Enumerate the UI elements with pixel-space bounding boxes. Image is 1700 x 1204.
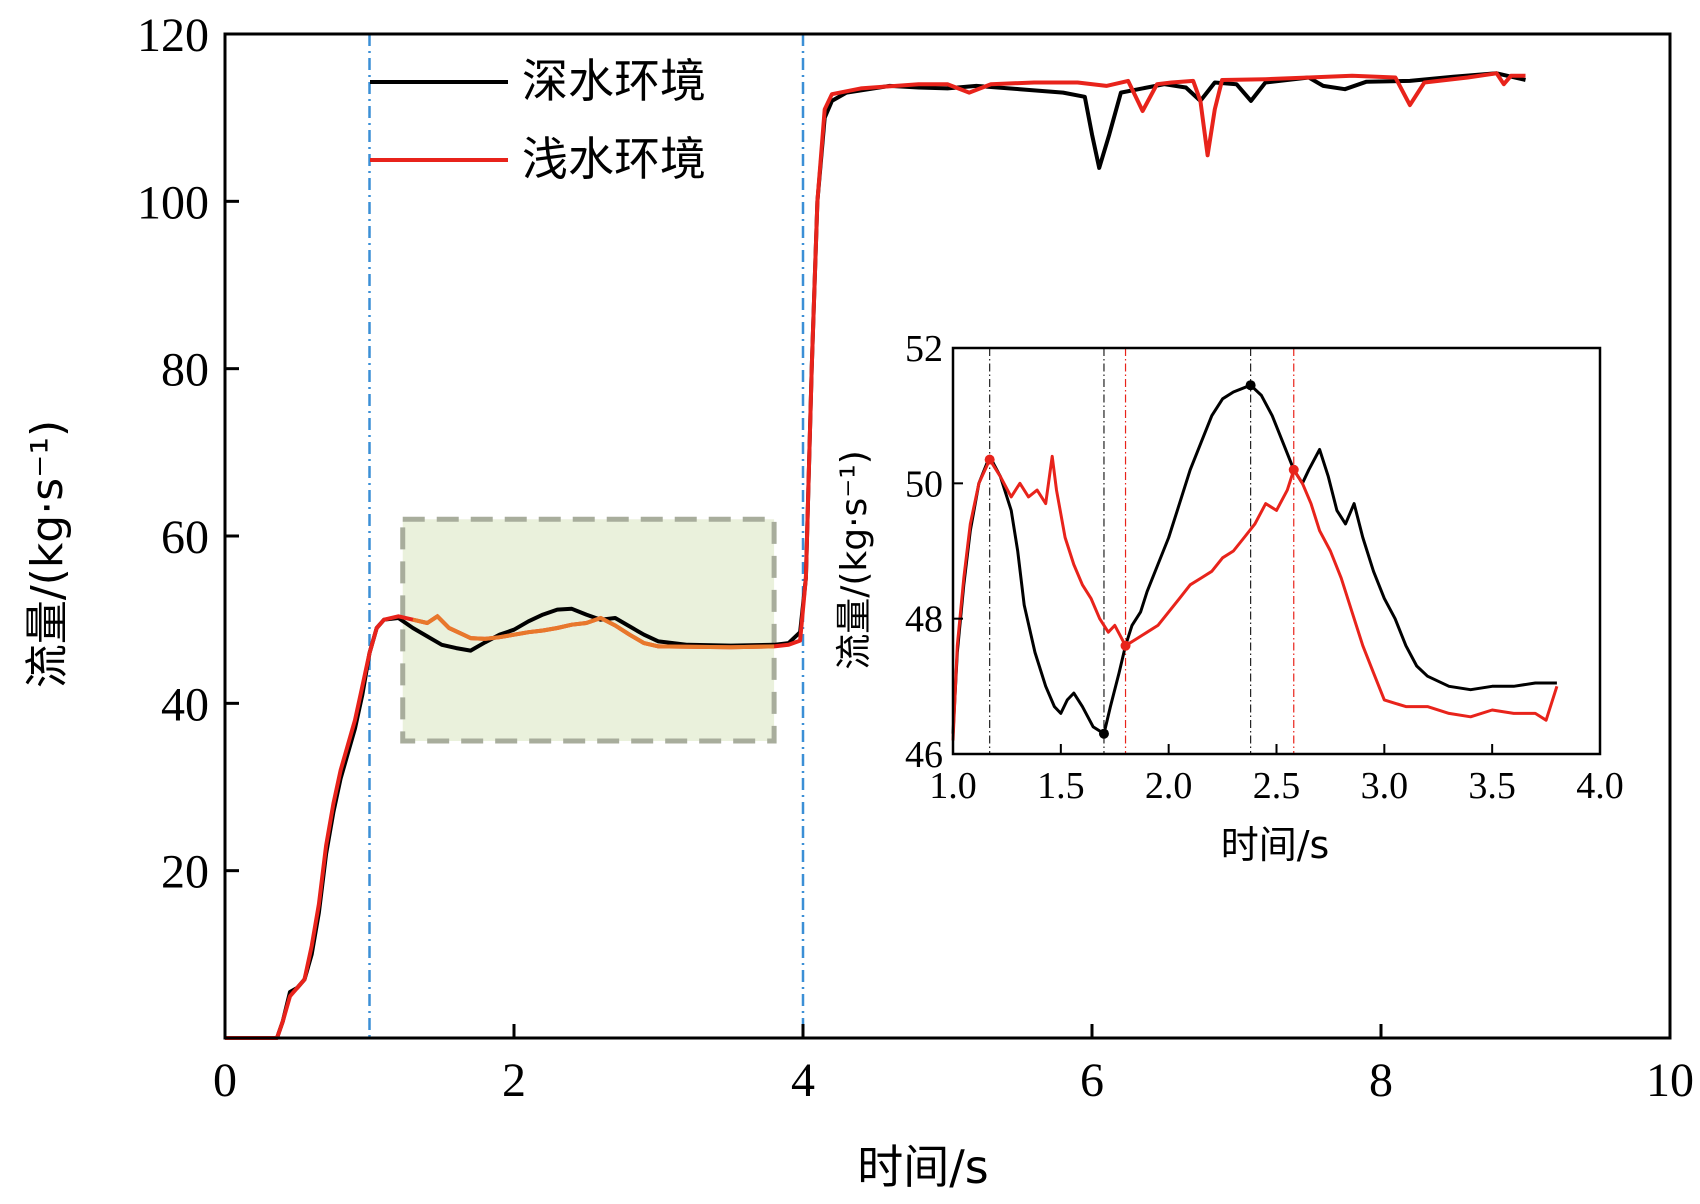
main-series-group — [225, 71, 1526, 1040]
inset-series-group — [951, 383, 1559, 741]
main-x-tick-label-2: 4 — [791, 1054, 815, 1107]
inset-marked-point-4 — [1288, 464, 1299, 475]
main-x-axis-label: 时间/s — [857, 1140, 988, 1194]
inset-marked-point-0 — [984, 454, 995, 465]
main-y-tick-label-2: 60 — [161, 511, 209, 564]
legend-label-shallow: 浅水环境 — [522, 132, 706, 186]
inset-marked-point-1 — [1098, 728, 1109, 739]
main-y-tick-label-5: 120 — [137, 9, 209, 62]
inset-x-tick-label-1: 1.5 — [1037, 765, 1085, 807]
main-y-tick-label-4: 100 — [137, 176, 209, 229]
main-x-tick-label-3: 6 — [1080, 1054, 1104, 1107]
legend-label-deep: 深水环境 — [522, 54, 706, 108]
inset-x-tick-label-4: 3.0 — [1361, 765, 1409, 807]
main-y-tick-label-0: 20 — [161, 846, 209, 899]
main-x-tick-label-0: 0 — [213, 1054, 237, 1107]
inset-x-tick-label-6: 4.0 — [1576, 765, 1624, 807]
inset-y-tick-label-0: 46 — [905, 734, 943, 776]
main-y-tick-label-1: 40 — [161, 678, 209, 731]
inset-x-tick-label-2: 2.0 — [1145, 765, 1193, 807]
inset-vertical-markers — [989, 348, 1295, 754]
inset-marked-point-3 — [1245, 380, 1256, 391]
inset-marked-point-2 — [1120, 640, 1131, 651]
inset-y-axis-label: 流量/(kg·s⁻¹) — [834, 450, 875, 670]
main-x-tick-label-1: 2 — [502, 1054, 526, 1107]
inset-y-tick-label-3: 52 — [905, 328, 943, 370]
inset-series-line-shallow — [951, 454, 1559, 741]
inset-marked-points — [984, 380, 1299, 739]
main-y-axis-label: 流量/(kg·s⁻¹) — [22, 420, 73, 688]
inset-x-axis-label: 时间/s — [1221, 823, 1330, 867]
inset-y-tick-label-1: 48 — [905, 599, 943, 641]
inset-x-tick-label-0: 1.0 — [929, 765, 977, 807]
inset-series-line-deep — [951, 383, 1557, 736]
highlight-box-rect — [400, 516, 777, 744]
main-x-tick-label-5: 10 — [1646, 1054, 1694, 1107]
inset-x-tick-label-3: 2.5 — [1253, 765, 1301, 807]
main-x-tick-label-4: 8 — [1369, 1054, 1393, 1107]
main-series-shallow-in-box — [412, 613, 775, 650]
inset-axis-ticks: 1.0 1.5 2.0 2.5 3.0 3.5 4.0 46 48 50 52 — [905, 328, 1624, 807]
inset-x-tick-label-5: 3.5 — [1468, 765, 1516, 807]
inset-y-tick-label-2: 50 — [905, 463, 943, 505]
legend: 深水环境 浅水环境 — [370, 54, 706, 186]
main-highlight-box — [400, 516, 777, 744]
main-y-tick-label-3: 80 — [161, 344, 209, 397]
